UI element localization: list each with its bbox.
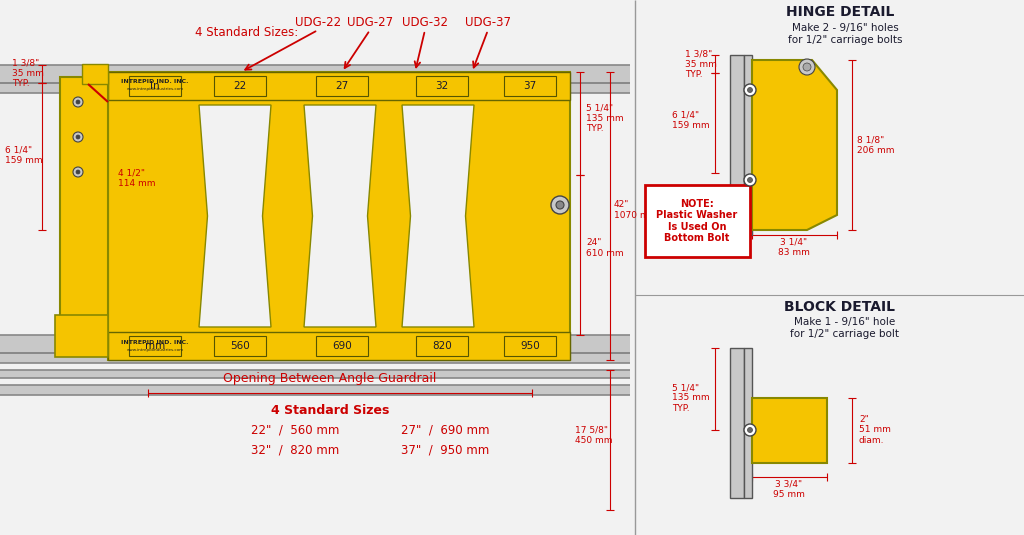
Circle shape — [803, 63, 811, 71]
Bar — [129, 76, 181, 96]
Bar — [316, 336, 368, 356]
Circle shape — [73, 97, 83, 107]
Bar — [416, 76, 468, 96]
Circle shape — [551, 196, 569, 214]
Text: 1 3/8"
35 mm
TYP.: 1 3/8" 35 mm TYP. — [685, 49, 717, 79]
Bar — [752, 398, 827, 463]
Circle shape — [556, 201, 564, 209]
Circle shape — [76, 100, 80, 104]
Bar — [744, 55, 752, 235]
Text: 6 1/4"
159 mm: 6 1/4" 159 mm — [672, 110, 710, 129]
Polygon shape — [752, 60, 837, 230]
Polygon shape — [304, 105, 376, 327]
Text: 22"  /  560 mm: 22" / 560 mm — [251, 424, 339, 437]
Bar — [504, 76, 556, 96]
Circle shape — [799, 59, 815, 75]
Text: Opening Between Angle Guardrail: Opening Between Angle Guardrail — [223, 371, 436, 385]
Text: 4 1/2"
114 mm: 4 1/2" 114 mm — [118, 169, 156, 188]
Text: 1 3/8"
35 mm
TYP.: 1 3/8" 35 mm TYP. — [12, 58, 44, 88]
Bar — [55, 315, 108, 357]
Circle shape — [76, 170, 80, 174]
Circle shape — [76, 135, 80, 139]
Text: 8 1/8"
206 mm: 8 1/8" 206 mm — [857, 135, 895, 155]
Polygon shape — [402, 105, 474, 327]
Text: HINGE DETAIL: HINGE DETAIL — [785, 5, 894, 19]
Bar — [214, 336, 266, 356]
Text: 3 1/4"
83 mm: 3 1/4" 83 mm — [778, 238, 810, 257]
Bar — [0, 370, 630, 378]
Text: 820: 820 — [432, 341, 452, 351]
Text: 4 Standard Sizes:: 4 Standard Sizes: — [195, 26, 298, 39]
Text: 24"
610 mm: 24" 610 mm — [586, 238, 624, 258]
Polygon shape — [199, 105, 271, 327]
Text: 27"  /  690 mm: 27" / 690 mm — [400, 424, 489, 437]
Text: 4 Standard Sizes: 4 Standard Sizes — [270, 403, 389, 417]
Circle shape — [744, 84, 756, 96]
Text: mm: mm — [144, 341, 165, 351]
Text: 5 1/4"
135 mm
TYP.: 5 1/4" 135 mm TYP. — [586, 103, 624, 133]
Circle shape — [744, 174, 756, 186]
Text: 22: 22 — [233, 81, 247, 91]
Text: BLOCK DETAIL: BLOCK DETAIL — [784, 300, 896, 314]
Text: INTREPID IND. INC.: INTREPID IND. INC. — [121, 79, 188, 83]
Text: 37: 37 — [523, 81, 537, 91]
Circle shape — [748, 88, 753, 93]
Bar — [645, 185, 750, 257]
Bar — [0, 385, 630, 395]
Bar — [730, 348, 744, 498]
Text: 3 3/4"
95 mm: 3 3/4" 95 mm — [773, 479, 805, 499]
Text: 42"
1070 mm: 42" 1070 mm — [614, 200, 657, 220]
Text: 6 1/4"
159 mm: 6 1/4" 159 mm — [5, 146, 43, 165]
Text: 950: 950 — [520, 341, 540, 351]
Bar — [504, 336, 556, 356]
Text: 2"
51 mm
diam.: 2" 51 mm diam. — [859, 415, 891, 445]
Circle shape — [748, 178, 753, 182]
Bar — [82, 64, 108, 84]
Circle shape — [748, 427, 753, 432]
Text: NOTE:
Plastic Washer
Is Used On
Bottom Bolt: NOTE: Plastic Washer Is Used On Bottom B… — [656, 198, 737, 243]
Bar — [108, 72, 570, 100]
Text: INTREPID IND. INC.: INTREPID IND. INC. — [121, 340, 188, 345]
Text: for 1/2" carriage bolt: for 1/2" carriage bolt — [791, 329, 899, 339]
Text: 27: 27 — [336, 81, 348, 91]
Text: 37"  /  950 mm: 37" / 950 mm — [400, 444, 489, 456]
Bar — [744, 348, 752, 498]
Circle shape — [73, 132, 83, 142]
Text: 560: 560 — [230, 341, 250, 351]
Text: In: In — [151, 81, 160, 91]
Bar — [108, 332, 570, 360]
Bar — [316, 76, 368, 96]
Text: 690: 690 — [332, 341, 352, 351]
Bar — [60, 77, 108, 355]
Bar — [0, 65, 630, 83]
Text: Make 2 - 9/16" holes: Make 2 - 9/16" holes — [792, 23, 898, 33]
Text: 5 1/4"
135 mm
TYP.: 5 1/4" 135 mm TYP. — [672, 383, 710, 413]
Bar — [0, 83, 630, 93]
Text: 17 5/8"
450 mm: 17 5/8" 450 mm — [575, 425, 612, 445]
Bar — [214, 76, 266, 96]
Text: UDG-27: UDG-27 — [347, 16, 393, 28]
Bar — [0, 353, 630, 363]
Text: UDG-37: UDG-37 — [465, 16, 511, 28]
Text: UDG-32: UDG-32 — [402, 16, 449, 28]
Bar — [129, 336, 181, 356]
Bar — [108, 72, 570, 360]
Text: 32"  /  820 mm: 32" / 820 mm — [251, 444, 339, 456]
Text: www.intrepidindustries.com: www.intrepidindustries.com — [126, 87, 183, 91]
Bar — [730, 55, 744, 235]
Text: UDG-22: UDG-22 — [295, 16, 341, 28]
Bar — [0, 335, 630, 353]
Text: www.intrepidindustries.com: www.intrepidindustries.com — [126, 348, 183, 352]
Circle shape — [73, 167, 83, 177]
Text: for 1/2" carriage bolts: for 1/2" carriage bolts — [787, 35, 902, 45]
Circle shape — [744, 424, 756, 436]
Text: 32: 32 — [435, 81, 449, 91]
Text: Make 1 - 9/16" hole: Make 1 - 9/16" hole — [795, 317, 896, 327]
Bar — [416, 336, 468, 356]
